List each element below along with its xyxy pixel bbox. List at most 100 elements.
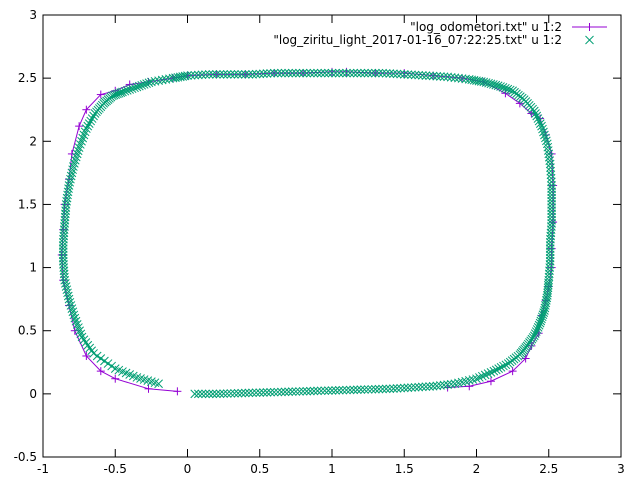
series-2-point bbox=[545, 241, 555, 250]
series-2-point bbox=[480, 370, 490, 380]
series-2-point-d2 bbox=[72, 149, 82, 159]
series-2-point bbox=[547, 187, 556, 197]
series-2-point-d2 bbox=[363, 385, 373, 394]
series-2-point-d2 bbox=[298, 68, 308, 78]
series-2-point-d2 bbox=[244, 70, 254, 79]
series-2-point-d2 bbox=[204, 70, 214, 79]
series-2-point-d2 bbox=[58, 247, 68, 257]
series-2-point bbox=[491, 80, 501, 90]
series-2-point bbox=[240, 388, 250, 398]
series-layer bbox=[57, 67, 558, 399]
series-2-point-d2 bbox=[77, 136, 86, 146]
series-2-point-d2 bbox=[546, 166, 556, 176]
series-2-point-d2 bbox=[273, 387, 283, 397]
series-2-point-d2 bbox=[132, 82, 142, 92]
series-2-point-d2 bbox=[291, 387, 301, 396]
series-2-point-d2 bbox=[60, 215, 70, 225]
series-2-point-d2 bbox=[483, 369, 493, 379]
series-2-point bbox=[313, 68, 322, 78]
series-2-point bbox=[81, 338, 91, 347]
series-2-point bbox=[316, 68, 326, 78]
series-2-point-d2 bbox=[443, 72, 452, 82]
series-2-point-d2 bbox=[83, 121, 93, 131]
series-2-point bbox=[320, 68, 330, 78]
series-2-point-d2 bbox=[193, 389, 203, 399]
series-2-point bbox=[87, 114, 97, 123]
series-2-point bbox=[251, 388, 261, 398]
series-2-point-d2 bbox=[64, 184, 73, 193]
series-2-point-d2 bbox=[392, 384, 402, 393]
series-1 bbox=[57, 67, 558, 396]
series-2-point bbox=[534, 320, 544, 330]
series-2-point-d2 bbox=[545, 250, 555, 260]
series-2-point bbox=[68, 162, 78, 171]
series-2-point-d2 bbox=[64, 181, 74, 190]
series-1-point bbox=[57, 250, 66, 259]
series-2-point-d2 bbox=[327, 386, 337, 395]
series-2-point-d2 bbox=[399, 383, 409, 393]
series-2-point-d2 bbox=[58, 250, 68, 260]
series-2-point bbox=[533, 114, 543, 123]
series-2-point-d2 bbox=[165, 74, 174, 84]
y-tick-label: 2.5 bbox=[18, 71, 37, 85]
series-2-point bbox=[374, 384, 384, 394]
series-2-point bbox=[86, 116, 96, 126]
series-2-point bbox=[531, 327, 541, 336]
series-2-point-d2 bbox=[417, 382, 427, 392]
series-2-point-d2 bbox=[378, 384, 387, 394]
series-2-point bbox=[212, 389, 221, 399]
series-2-point bbox=[291, 68, 301, 78]
series-2-point bbox=[58, 250, 68, 260]
series-2-point bbox=[367, 68, 377, 78]
series-2-point bbox=[139, 80, 149, 89]
series-1-point bbox=[173, 387, 182, 396]
series-2-point bbox=[547, 181, 556, 190]
series-2-point bbox=[331, 68, 340, 78]
series-1-point bbox=[125, 80, 134, 89]
series-2-point bbox=[443, 72, 452, 82]
series-2-point-d2 bbox=[414, 70, 424, 80]
series-2-point bbox=[230, 388, 239, 398]
series-2-point-d2 bbox=[547, 196, 556, 206]
series-2-point bbox=[425, 382, 434, 391]
series-2-point-d2 bbox=[137, 80, 147, 90]
series-2-point-d2 bbox=[219, 389, 228, 399]
x-tick-label: -0.5 bbox=[104, 462, 127, 476]
series-2-point bbox=[547, 193, 556, 203]
series-2-point bbox=[399, 70, 409, 79]
series-2-point-d2 bbox=[58, 244, 68, 253]
series-2-point-d2 bbox=[61, 200, 71, 209]
series-2-point bbox=[532, 325, 542, 334]
series-2-point-d2 bbox=[320, 68, 330, 78]
series-2-point-d2 bbox=[134, 81, 144, 91]
series-2-point-d2 bbox=[469, 75, 479, 85]
series-1-point bbox=[60, 200, 69, 209]
series-2-point bbox=[396, 69, 405, 79]
series-2-point bbox=[147, 77, 156, 87]
series-2-point-d2 bbox=[309, 68, 319, 78]
x-tick-label: 2 bbox=[473, 462, 481, 476]
series-2-point bbox=[266, 68, 275, 78]
series-2-point-d2 bbox=[331, 386, 340, 395]
series-2-point-d2 bbox=[78, 133, 88, 143]
series-1-point bbox=[549, 181, 558, 190]
series-2-point bbox=[432, 71, 442, 81]
series-2-point-d2 bbox=[529, 106, 539, 116]
series-2-point-d2 bbox=[251, 388, 261, 398]
series-2-point-d2 bbox=[432, 381, 442, 391]
series-2-point bbox=[309, 386, 319, 396]
series-2-point-d2 bbox=[150, 76, 160, 86]
y-tick-label: 1.5 bbox=[18, 197, 37, 211]
series-2-point bbox=[392, 384, 402, 393]
series-2-point-d2 bbox=[342, 68, 351, 78]
series-2-point-d2 bbox=[496, 82, 505, 91]
series-2-point bbox=[110, 364, 120, 373]
series-2-point bbox=[190, 389, 200, 399]
series-2-point-d2 bbox=[313, 386, 322, 396]
series-2-point-d2 bbox=[222, 389, 232, 398]
series-2-point-d2 bbox=[204, 389, 214, 399]
series-2-point-d2 bbox=[491, 365, 501, 375]
series-2-point-d2 bbox=[545, 260, 555, 269]
series-2-point bbox=[545, 247, 555, 257]
